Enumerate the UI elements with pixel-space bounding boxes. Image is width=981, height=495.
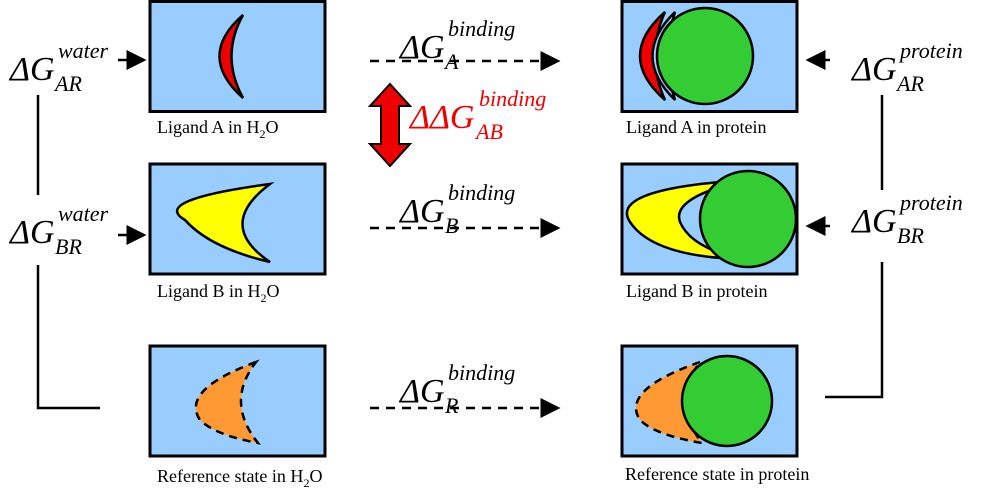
energy-subscript: A [443, 49, 459, 74]
box [150, 2, 325, 112]
label-text: Ligand B in H [157, 281, 261, 301]
diagram: ΔGwaterARΔGwaterBRΔGproteinARΔGproteinBR… [0, 0, 981, 495]
protein [682, 356, 772, 446]
box-label: Reference state in protein [625, 464, 809, 484]
energy-subscript: B [445, 213, 458, 238]
energy-superscript: binding [448, 360, 515, 385]
energy-subscript: BR [897, 223, 924, 248]
energy-subscript: AR [895, 71, 924, 96]
energy-symbol: ΔG [850, 203, 897, 240]
energy-superscript: protein [898, 190, 963, 215]
energy-superscript: binding [448, 180, 515, 205]
protein [700, 171, 796, 267]
energy-symbol: ΔG [8, 51, 55, 88]
protein [657, 8, 753, 104]
box-label: Reference state in H2O [157, 466, 322, 490]
energy-subscript: R [444, 393, 459, 418]
energy-superscript: protein [898, 38, 963, 63]
label-text: O [267, 281, 280, 301]
double-arrow [370, 84, 410, 166]
energy-superscript: water [58, 38, 109, 63]
box-label: Ligand B in protein [626, 281, 767, 301]
label-text: Ligand A in H [157, 117, 260, 137]
energy-symbol: ΔG [398, 193, 445, 230]
box-label: Ligand A in protein [626, 117, 766, 137]
box-label: Ligand B in H2O [157, 281, 280, 305]
energy-symbol: ΔG [398, 373, 445, 410]
box-label: Ligand A in H2O [157, 117, 279, 141]
energy-subscript: AB [474, 119, 503, 144]
label-text: Reference state in H [157, 466, 303, 486]
energy-symbol: ΔG [850, 51, 897, 88]
energy-symbol: ΔG [8, 214, 55, 251]
energy-symbol: ΔG [398, 29, 445, 66]
energy-subscript: AR [53, 71, 82, 96]
energy-subscript: BR [55, 234, 82, 259]
energy-superscript: binding [479, 86, 546, 111]
label-text: O [309, 466, 322, 486]
label-text: O [266, 117, 279, 137]
energy-symbol: ΔΔG [408, 99, 474, 136]
energy-superscript: water [58, 201, 109, 226]
energy-superscript: binding [448, 16, 515, 41]
connector [825, 95, 882, 397]
